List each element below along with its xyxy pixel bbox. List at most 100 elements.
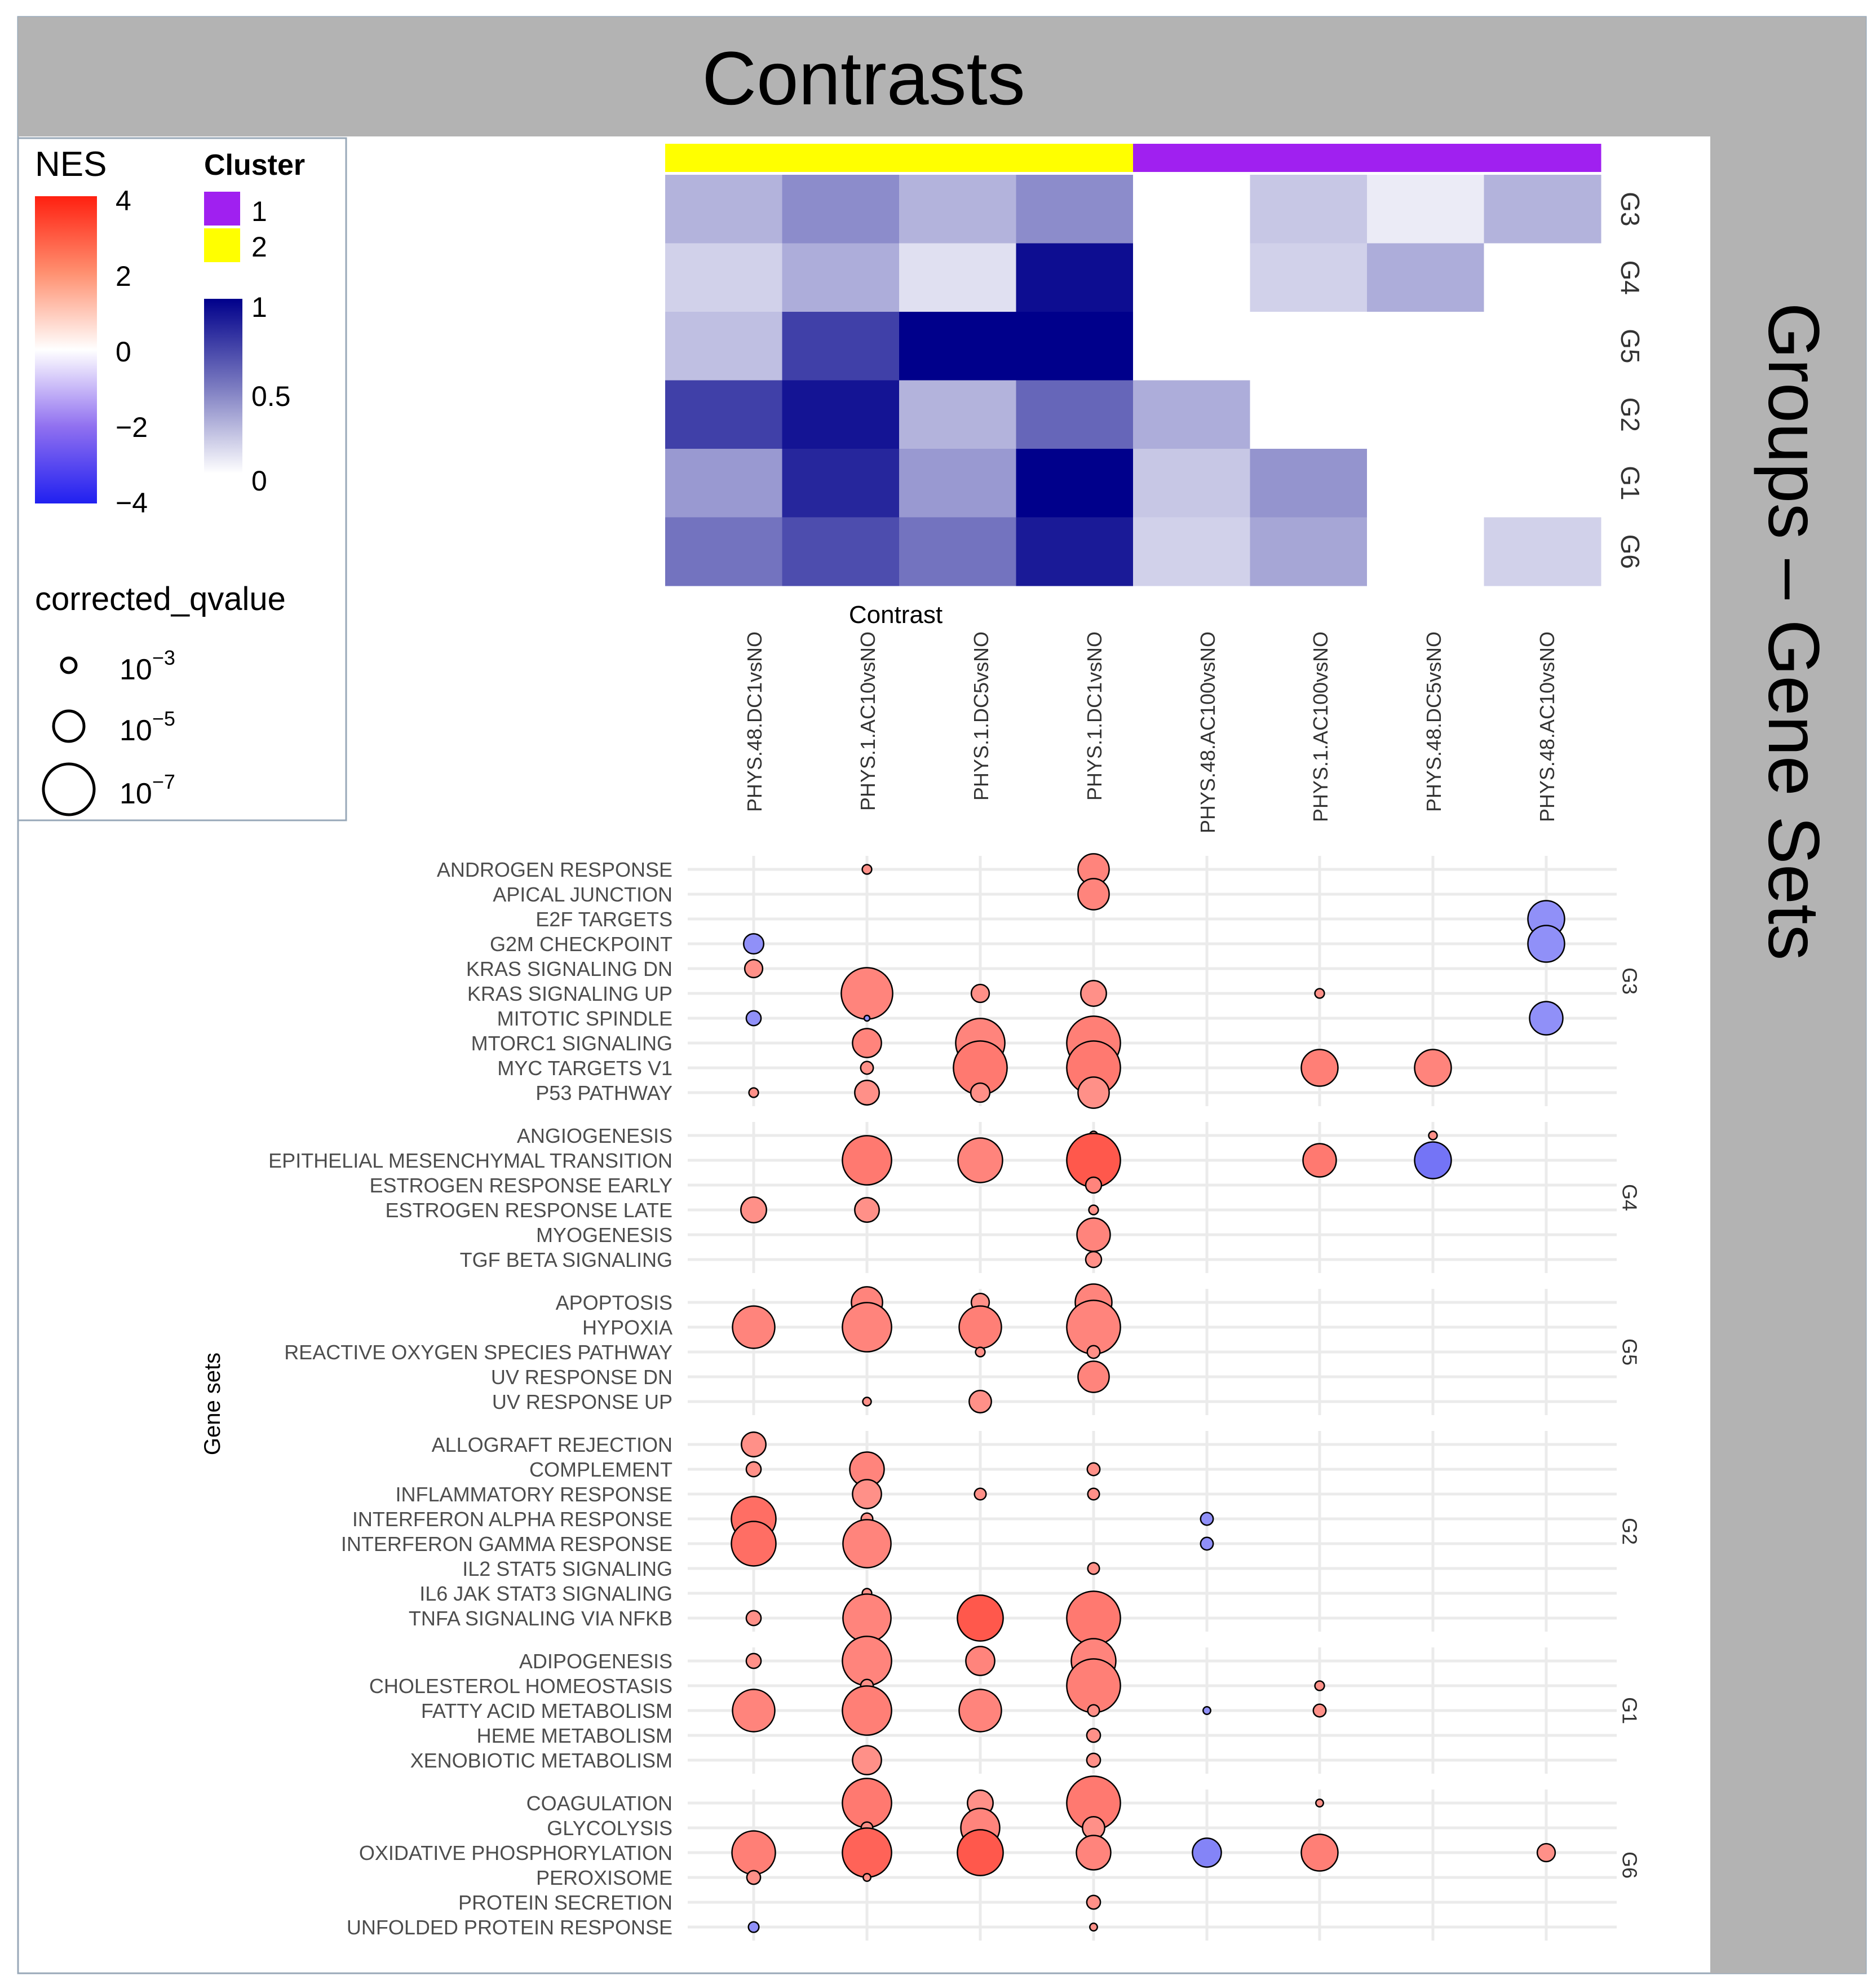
bubble xyxy=(1086,1727,1101,1743)
cluster-2-label: 2 xyxy=(251,231,267,263)
contrast-labels: PHYS.48.DC1vsNO PHYS.1.AC10vsNO PHYS.1.DC5… xyxy=(743,631,1559,833)
gene-set-label: UNFOLDED PROTEIN RESPONSE xyxy=(347,1916,672,1939)
group-strip-label: G6 xyxy=(1618,1852,1641,1879)
bubble xyxy=(731,1830,776,1875)
heatmap-row-label: G3 xyxy=(1616,192,1645,226)
bubble xyxy=(746,1870,762,1885)
heatmap-cell xyxy=(1250,175,1368,244)
bubble xyxy=(1088,1204,1099,1216)
heatmap-cell xyxy=(665,312,782,381)
heat-tick: 0.5 xyxy=(251,381,291,412)
gene-set-label: MYC TARGETS V1 xyxy=(497,1057,672,1080)
gene-set-label: HEME METABOLISM xyxy=(477,1724,672,1747)
bubble xyxy=(1077,878,1110,911)
heatmap-cell xyxy=(782,175,900,244)
bubble xyxy=(957,1594,1004,1642)
bubble xyxy=(1202,1706,1211,1715)
cluster-annotation-bar xyxy=(665,144,1601,172)
bubble xyxy=(974,1487,987,1501)
heatmap-cell xyxy=(1367,517,1484,586)
bubble xyxy=(1200,1512,1214,1526)
heat-tick: 0 xyxy=(251,465,267,497)
bubble xyxy=(842,1636,892,1686)
q-base: 10 xyxy=(120,714,152,747)
bubble xyxy=(1300,1049,1339,1087)
heatmap-cell xyxy=(1250,517,1368,586)
bubble xyxy=(975,1346,986,1358)
gene-set-label: IL6 JAK STAT3 SIGNALING xyxy=(419,1582,672,1605)
gene-set-label: INTERFERON GAMMA RESPONSE xyxy=(341,1532,672,1556)
heatmap-cell xyxy=(1250,449,1368,518)
bubble xyxy=(1536,1842,1556,1863)
heatmap-cell xyxy=(1484,243,1601,312)
bubble xyxy=(1087,1562,1100,1575)
gene-set-label: MTORC1 SIGNALING xyxy=(471,1032,672,1055)
bubble xyxy=(1085,1176,1103,1194)
bubble xyxy=(842,1519,892,1568)
heatmap-cell xyxy=(665,175,782,244)
gene-set-label: COAGULATION xyxy=(526,1792,672,1815)
gene-set-label: CHOLESTEROL HOMEOSTASIS xyxy=(369,1674,672,1698)
heatmap-cell xyxy=(1484,175,1601,244)
gene-set-label: UV RESPONSE UP xyxy=(492,1390,672,1413)
heatmap-row-label: G6 xyxy=(1616,534,1645,569)
heatmap-cell xyxy=(665,449,782,518)
group-strip-label: G5 xyxy=(1618,1338,1641,1366)
q-exp: −5 xyxy=(152,707,175,730)
legend: NES 4 2 0 −2 −4 Cluster 1 2 1 0.5 0 corr… xyxy=(17,137,347,821)
bubble xyxy=(747,1921,760,1933)
bubble xyxy=(842,1593,892,1643)
group-strip-label: G4 xyxy=(1618,1184,1641,1211)
bubble xyxy=(842,1302,892,1353)
heatmap-cell xyxy=(1133,243,1250,312)
bubble xyxy=(745,1461,762,1478)
heatmap-row-label: G5 xyxy=(1616,329,1645,363)
contrast-label: PHYS.1.DC1vsNO xyxy=(1083,631,1106,801)
right-strip xyxy=(1710,17,1866,1973)
bubble xyxy=(854,1197,880,1223)
q-exp: −7 xyxy=(152,770,175,793)
bubble xyxy=(861,864,873,875)
gene-set-label: P53 PATHWAY xyxy=(536,1081,672,1104)
gene-set-label: KRAS SIGNALING UP xyxy=(467,982,672,1005)
contrast-label: PHYS.1.AC100vsNO xyxy=(1309,631,1332,822)
contrast-label: PHYS.48.AC100vsNO xyxy=(1196,631,1219,833)
heatmap-cell xyxy=(899,517,1016,586)
cluster-bar-cell xyxy=(1250,144,1368,172)
nes-tick: 2 xyxy=(116,260,131,292)
heatmap-cell xyxy=(782,312,900,381)
bubble xyxy=(1085,1251,1103,1269)
bubble xyxy=(1414,1141,1452,1179)
bubble xyxy=(745,1010,762,1027)
gene-set-label: XENOBIOTIC METABOLISM xyxy=(410,1749,672,1772)
gene-set-label: MITOTIC SPINDLE xyxy=(497,1007,672,1030)
qvalue-key-medium xyxy=(52,709,86,743)
bubble xyxy=(732,1305,776,1349)
heat-colorbar xyxy=(204,299,242,474)
qvalue-key-label: 10−5 xyxy=(120,707,175,747)
y-axis-title: Gene sets xyxy=(200,1353,225,1455)
nes-tick: −4 xyxy=(116,487,148,519)
bubble xyxy=(862,1873,871,1882)
bubble xyxy=(958,1305,1002,1349)
cluster-bar-cell xyxy=(899,144,1016,172)
dotplot-panel-g2: ALLOGRAFT REJECTIONCOMPLEMENTINFLAMMATOR… xyxy=(341,1431,1641,1646)
heatmap-cell xyxy=(899,449,1016,518)
heatmap-cell xyxy=(1133,312,1250,381)
gene-set-label: OXIDATIVE PHOSPHORYLATION xyxy=(359,1841,672,1864)
cluster-bar-cell xyxy=(665,144,782,172)
side-title: Groups – Gene Sets xyxy=(1753,303,1834,961)
bubble xyxy=(860,1061,874,1075)
cluster-bar-cell xyxy=(1133,144,1250,172)
bubble xyxy=(1314,1680,1325,1691)
heatmap-cell xyxy=(1367,243,1484,312)
qvalue-key-label: 10−3 xyxy=(120,646,175,686)
bubble xyxy=(1086,1894,1101,1910)
bubble xyxy=(1192,1837,1222,1868)
gene-set-label: HYPOXIA xyxy=(582,1316,672,1339)
bubble xyxy=(852,1745,882,1775)
heatmap-cell xyxy=(1133,449,1250,518)
gene-set-label: ESTROGEN RESPONSE EARLY xyxy=(370,1174,672,1197)
